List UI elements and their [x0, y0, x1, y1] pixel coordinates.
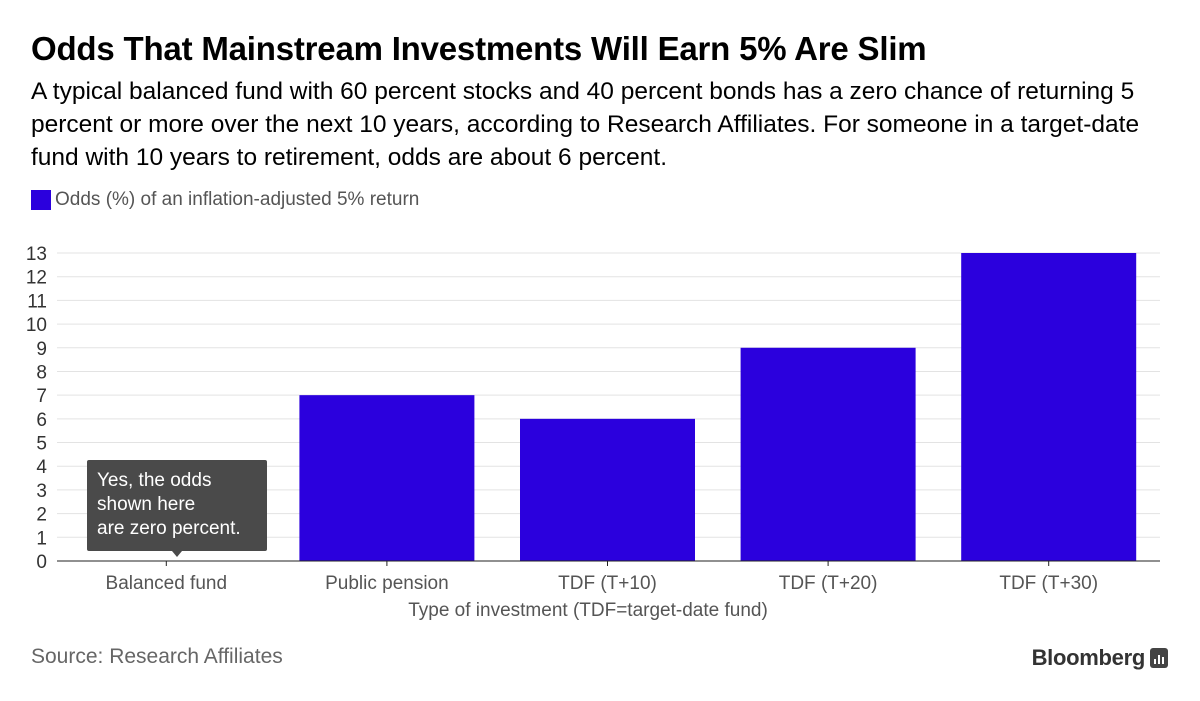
chart-subtitle: A typical balanced fund with 60 percent … — [31, 78, 1140, 171]
annotation-tooltip: Yes, the odds shown here are zero percen… — [87, 460, 267, 551]
legend-swatch — [31, 190, 51, 210]
y-tick-label: 12 — [26, 268, 47, 289]
x-tick-label: Public pension — [325, 573, 449, 594]
tooltip-pointer — [172, 551, 182, 557]
y-tick-label: 11 — [27, 291, 47, 312]
y-tick-label: 3 — [36, 481, 47, 502]
y-tick-label: 4 — [36, 457, 47, 478]
x-tick-label: TDF (T+10) — [558, 573, 657, 594]
y-tick-label: 6 — [36, 410, 47, 431]
bar — [520, 418, 695, 561]
y-tick-label: 7 — [36, 386, 47, 407]
x-tick-label: TDF (T+30) — [999, 573, 1098, 594]
legend-label: Odds (%) of an inflation-adjusted 5% ret… — [55, 189, 420, 210]
tooltip-line-1: Yes, the odds — [97, 470, 212, 491]
bar — [961, 253, 1137, 561]
tooltip-line-3: are zero percent. — [97, 518, 241, 539]
y-tick-label: 2 — [36, 505, 47, 526]
brand-logo: Bloomberg — [1032, 645, 1168, 671]
brand-name: Bloomberg — [1031, 645, 1146, 670]
y-tick-label: 5 — [36, 434, 47, 455]
y-tick-label: 9 — [36, 339, 47, 360]
chart-title: Odds That Mainstream Investments Will Ea… — [31, 30, 927, 67]
y-tick-label: 10 — [26, 315, 47, 336]
y-tick-label: 0 — [36, 552, 47, 573]
bloomberg-chart-icon — [1150, 648, 1168, 668]
bar — [299, 395, 475, 561]
y-tick-label: 8 — [36, 362, 47, 383]
source-note: Source: Research Affiliates — [31, 645, 283, 668]
x-tick-label: TDF (T+20) — [779, 573, 878, 594]
bar — [740, 347, 916, 561]
x-axis-label: Type of investment (TDF=target-date fund… — [408, 600, 768, 621]
y-tick-label: 13 — [26, 244, 47, 265]
y-tick-label: 1 — [36, 528, 47, 549]
legend: Odds (%) of an inflation-adjusted 5% ret… — [31, 189, 419, 211]
tooltip-line-2: shown here — [97, 494, 196, 515]
x-tick-label: Balanced fund — [106, 573, 228, 594]
